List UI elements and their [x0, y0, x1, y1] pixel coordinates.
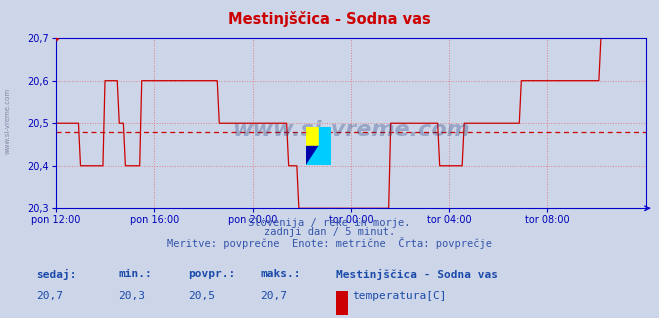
Text: 20,7: 20,7	[36, 291, 63, 301]
Text: Slovenija / reke in morje.: Slovenija / reke in morje.	[248, 218, 411, 228]
Text: sedaj:: sedaj:	[36, 269, 76, 280]
Text: Mestinjščica - Sodna vas: Mestinjščica - Sodna vas	[228, 11, 431, 27]
Text: www.si-vreme.com: www.si-vreme.com	[232, 120, 470, 140]
Polygon shape	[306, 146, 331, 165]
Text: Meritve: povprečne  Enote: metrične  Črta: povprečje: Meritve: povprečne Enote: metrične Črta:…	[167, 237, 492, 249]
Text: povpr.:: povpr.:	[188, 269, 235, 279]
Text: 20,7: 20,7	[260, 291, 287, 301]
Text: min.:: min.:	[119, 269, 152, 279]
Polygon shape	[319, 127, 331, 146]
Text: www.si-vreme.com: www.si-vreme.com	[5, 88, 11, 154]
Text: Mestinjščica - Sodna vas: Mestinjščica - Sodna vas	[336, 269, 498, 280]
Text: maks.:: maks.:	[260, 269, 301, 279]
Text: temperatura[C]: temperatura[C]	[353, 291, 447, 301]
Text: 20,3: 20,3	[119, 291, 146, 301]
Text: 20,5: 20,5	[188, 291, 215, 301]
Polygon shape	[306, 127, 319, 146]
Text: zadnji dan / 5 minut.: zadnji dan / 5 minut.	[264, 227, 395, 237]
Polygon shape	[306, 146, 319, 165]
